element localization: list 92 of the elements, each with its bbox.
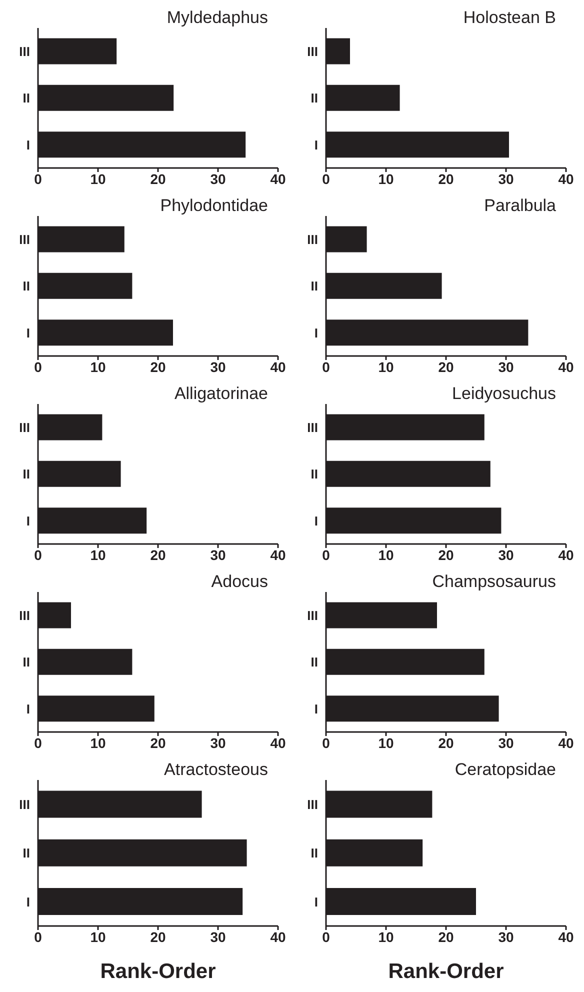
x-tick-label: 20 [150, 928, 166, 945]
x-tick-label: 20 [438, 170, 454, 187]
x-tick-label: 10 [90, 358, 106, 375]
x-tick-label: 0 [34, 358, 42, 375]
y-tick-label: II [22, 278, 30, 294]
chart-title: Phylodontidae [159, 196, 269, 216]
x-tick-label: 0 [34, 170, 42, 187]
x-axis-title: Rank-Order [387, 960, 505, 984]
y-tick-label: II [22, 846, 30, 861]
x-tick-label: 10 [378, 734, 394, 751]
x-tick-label: 20 [150, 170, 166, 187]
y-tick-label: III [307, 232, 318, 247]
x-tick-label: 40 [558, 170, 574, 187]
x-tick-label: 30 [498, 734, 514, 751]
x-tick-label: 10 [378, 170, 394, 187]
chart-title: Alligatorinae [173, 384, 269, 404]
x-tick-label: 10 [378, 928, 394, 945]
y-tick-label: II [310, 90, 318, 106]
y-tick-label: III [307, 796, 318, 812]
x-tick-label: 30 [210, 358, 226, 375]
chart-title: Champsosaurus [431, 572, 557, 592]
x-tick-label: 20 [438, 928, 454, 945]
x-tick-label: 20 [438, 734, 454, 751]
x-tick-label: 10 [378, 546, 394, 563]
x-tick-label: 0 [322, 734, 330, 751]
x-tick-label: 30 [210, 546, 226, 563]
y-tick-label: III [307, 608, 318, 623]
x-tick-label: 10 [378, 358, 394, 375]
chart-title: Ceratopsidae [454, 760, 557, 780]
x-tick-label: 0 [322, 170, 330, 187]
x-tick-label: 0 [34, 928, 42, 945]
x-tick-label: 20 [150, 546, 166, 563]
y-tick-label: II [22, 466, 30, 482]
y-tick-label: I [26, 701, 30, 716]
x-tick-label: 40 [558, 546, 574, 563]
y-tick-label: I [26, 137, 30, 152]
y-tick-label: I [314, 701, 318, 716]
y-tick-label: II [310, 278, 318, 294]
x-tick-label: 40 [270, 734, 286, 751]
y-tick-label: I [26, 513, 30, 528]
y-tick-label: II [310, 466, 318, 482]
x-tick-label: 30 [210, 170, 226, 187]
chart-title: Paralbula [483, 196, 557, 216]
x-tick-label: 40 [558, 928, 574, 945]
y-tick-label: I [314, 137, 318, 152]
y-tick-label: I [314, 894, 318, 910]
x-tick-label: 30 [498, 546, 514, 563]
x-tick-label: 0 [322, 928, 330, 945]
x-tick-label: 0 [34, 546, 42, 563]
x-tick-label: 40 [270, 358, 286, 375]
x-tick-label: 10 [90, 170, 106, 187]
x-tick-label: 0 [34, 734, 42, 751]
y-tick-label: II [310, 846, 318, 861]
y-tick-label: I [314, 325, 318, 340]
chart-title: Holostean B [462, 8, 557, 28]
y-tick-label: III [19, 44, 30, 59]
x-tick-label: 30 [210, 928, 226, 945]
x-tick-label: 20 [438, 358, 454, 375]
x-tick-label: 20 [150, 358, 166, 375]
y-tick-label: III [19, 796, 30, 812]
x-axis-title: Rank-Order [99, 960, 217, 984]
x-tick-label: 0 [322, 546, 330, 563]
y-tick-label: III [307, 44, 318, 59]
chart-title: Adocus [210, 572, 269, 592]
y-tick-label: I [26, 894, 30, 910]
x-tick-label: 40 [270, 546, 286, 563]
x-tick-label: 30 [498, 358, 514, 375]
y-tick-label: I [26, 325, 30, 340]
x-tick-label: 0 [322, 358, 330, 375]
x-tick-label: 40 [558, 734, 574, 751]
x-tick-label: 40 [270, 928, 286, 945]
x-tick-label: 30 [498, 170, 514, 187]
y-tick-label: II [310, 654, 318, 670]
x-tick-label: 10 [90, 734, 106, 751]
x-tick-label: 20 [150, 734, 166, 751]
x-tick-label: 40 [270, 170, 286, 187]
x-tick-label: 30 [210, 734, 226, 751]
y-tick-label: III [19, 608, 30, 623]
x-tick-label: 10 [90, 546, 106, 563]
chart-title: Myldedaphus [166, 8, 269, 28]
y-tick-label: III [19, 232, 30, 247]
y-tick-label: II [22, 654, 30, 670]
x-tick-label: 40 [558, 358, 574, 375]
x-tick-label: 10 [90, 928, 106, 945]
chart-title: Leidyosuchus [451, 384, 557, 404]
y-tick-label: I [314, 513, 318, 528]
y-tick-label: III [19, 420, 30, 435]
y-tick-label: III [307, 420, 318, 435]
chart-title: Atractosteous [163, 760, 269, 780]
x-tick-label: 30 [498, 928, 514, 945]
x-tick-label: 20 [438, 546, 454, 563]
y-tick-label: II [22, 90, 30, 106]
